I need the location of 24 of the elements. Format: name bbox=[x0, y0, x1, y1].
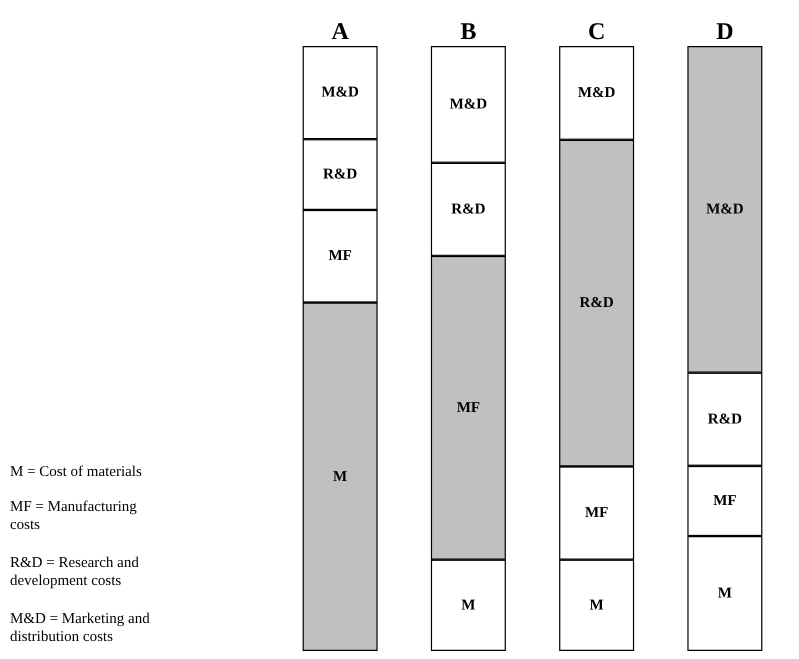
text: M&D bbox=[578, 84, 616, 101]
x-tick-label: B bbox=[460, 19, 476, 45]
text: M bbox=[333, 468, 348, 485]
text: R&D bbox=[708, 411, 742, 428]
x-tick-label: D bbox=[716, 19, 734, 45]
text: MF = Manufacturing costs bbox=[10, 499, 141, 533]
text: MF bbox=[584, 505, 608, 522]
series-label: M bbox=[590, 597, 604, 614]
series-label: R&D bbox=[580, 295, 614, 312]
text: M&D bbox=[706, 201, 744, 218]
series-label: MF bbox=[328, 248, 352, 264]
text: MF bbox=[713, 492, 737, 509]
text: R&D bbox=[323, 166, 358, 183]
text: M&D bbox=[450, 96, 488, 112]
text: M bbox=[461, 597, 476, 614]
text: M bbox=[718, 586, 732, 602]
text: R&D = Research and development costs bbox=[10, 555, 143, 589]
text: M&D = Marketing and distribution costs bbox=[10, 611, 154, 645]
text: R&D bbox=[451, 201, 486, 218]
x-tick-label: C bbox=[588, 19, 606, 45]
text: MF bbox=[456, 400, 480, 416]
text: M = Cost of materials bbox=[10, 464, 142, 480]
series-label: M&D bbox=[321, 84, 360, 101]
x-tick-label: A bbox=[331, 19, 350, 45]
